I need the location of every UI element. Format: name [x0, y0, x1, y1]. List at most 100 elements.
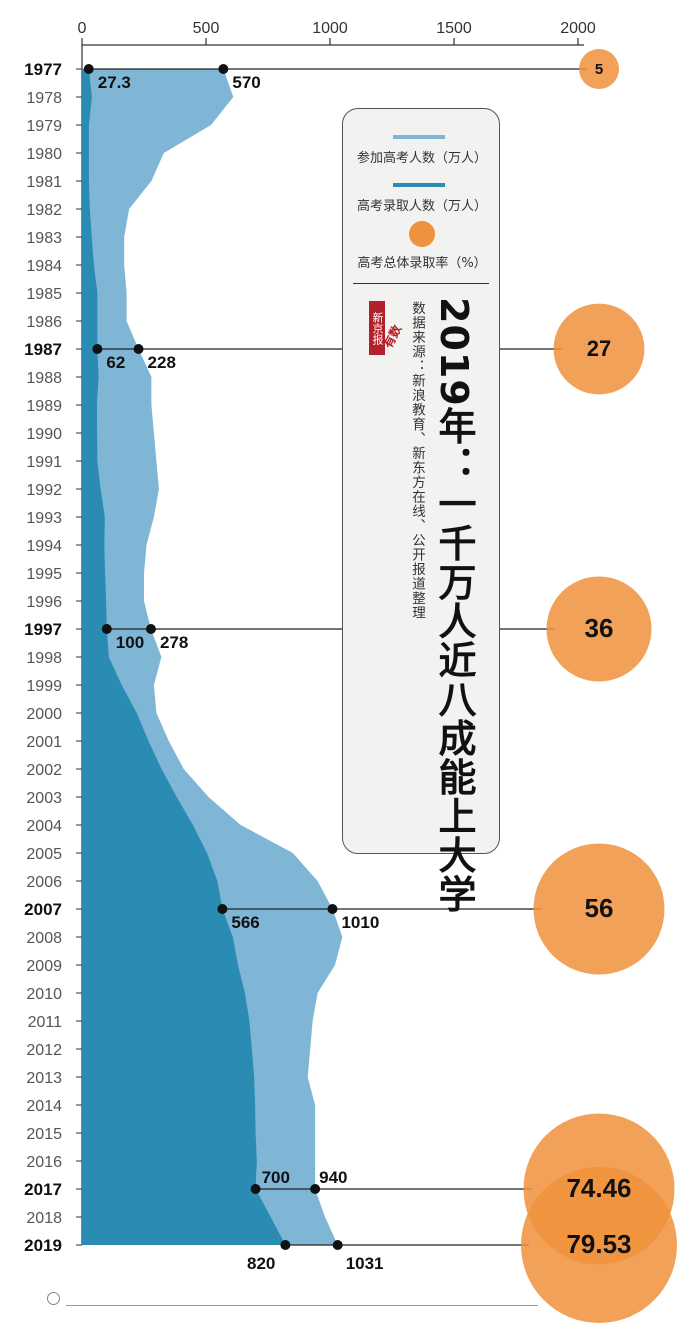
point-enrolled — [83, 64, 94, 74]
label-applicants: 940 — [319, 1168, 347, 1187]
year-label: 1980 — [26, 146, 62, 163]
year-label: 1986 — [26, 314, 62, 331]
year-label: 2014 — [26, 1098, 62, 1115]
year-label: 1983 — [26, 230, 62, 247]
rate-label: 74.46 — [566, 1173, 631, 1203]
label-applicants: 570 — [232, 73, 260, 92]
year-label: 1978 — [26, 90, 62, 107]
year-label: 2016 — [26, 1154, 62, 1171]
point-applicants — [327, 904, 338, 914]
legend-swatch-enrolled — [393, 183, 445, 187]
source-note: 数据来源：新浪教育、新东方在线、公开报道整理 — [409, 301, 425, 620]
rate-bubbles: 5 27 36 56 74.46 79.53 — [521, 49, 677, 1323]
legend-label-rate: 高考总体录取率（%） — [357, 256, 487, 271]
year-label: 2010 — [26, 986, 62, 1003]
point-applicants — [133, 344, 144, 354]
area-enrolled — [82, 69, 286, 1245]
label-enrolled: 566 — [231, 913, 259, 932]
legend-item-enrolled: 高考录取人数（万人） — [343, 195, 501, 215]
year-label: 2001 — [26, 734, 62, 751]
rate-label: 79.53 — [566, 1229, 631, 1259]
point-enrolled — [217, 904, 228, 914]
year-label: 2009 — [26, 958, 62, 975]
year-label: 2004 — [26, 818, 62, 835]
year-label: 2000 — [26, 706, 62, 723]
x-tick-label: 2000 — [560, 20, 596, 37]
year-label: 2006 — [26, 874, 62, 891]
rate-label: 27 — [587, 336, 611, 361]
year-label: 2019 — [24, 1236, 62, 1255]
publisher-logo: 新京报 有数 — [369, 301, 404, 355]
label-enrolled: 27.3 — [98, 73, 131, 92]
year-label: 1985 — [26, 286, 62, 303]
year-label: 2008 — [26, 930, 62, 947]
footer-circle-icon — [47, 1292, 60, 1305]
logo-mark: 新京报 — [369, 301, 385, 355]
rate-bubble — [579, 49, 619, 89]
year-axis: 1977 1978 1979 1980 1981 1982 1983 1984 1985 1986… — [24, 60, 82, 1255]
legend-divider — [353, 283, 489, 284]
point-applicants — [332, 1240, 343, 1250]
label-enrolled: 820 — [247, 1254, 275, 1273]
year-label: 2005 — [26, 846, 62, 863]
footer-rule — [66, 1305, 538, 1306]
rate-label: 36 — [585, 613, 614, 643]
rate-bubble — [521, 1167, 677, 1323]
year-label: 1977 — [24, 60, 62, 79]
point-enrolled — [250, 1184, 261, 1194]
rate-bubble — [533, 843, 665, 975]
year-label: 1993 — [26, 510, 62, 527]
legend-swatch-applicants — [393, 135, 445, 139]
x-tick-label: 500 — [193, 20, 220, 37]
rate-label: 5 — [595, 61, 603, 78]
year-label: 1989 — [26, 398, 62, 415]
year-label: 1990 — [26, 426, 62, 443]
year-label: 2002 — [26, 762, 62, 779]
legend-panel: 参加高考人数（万人） 高考录取人数（万人） 高考总体录取率（%） 2019年：一… — [342, 108, 501, 914]
year-label: 1992 — [26, 482, 62, 499]
legend-item-rate: 高考总体录取率（%） — [343, 252, 501, 272]
chart-title: 2019年：一千万人近八成能上大学 — [432, 297, 476, 914]
label-applicants: 1010 — [341, 913, 379, 932]
year-label: 2012 — [26, 1042, 62, 1059]
year-label: 1996 — [26, 594, 62, 611]
label-applicants: 278 — [160, 633, 188, 652]
label-enrolled: 100 — [116, 633, 144, 652]
year-label: 1994 — [26, 538, 62, 555]
point-applicants — [310, 1184, 321, 1194]
year-label: 1995 — [26, 566, 62, 583]
point-enrolled — [92, 344, 103, 354]
label-enrolled: 700 — [262, 1168, 290, 1187]
year-label: 1981 — [26, 174, 62, 191]
rate-label: 56 — [585, 893, 614, 923]
point-enrolled — [280, 1240, 291, 1250]
year-label: 1988 — [26, 370, 62, 387]
year-label: 1991 — [26, 454, 62, 471]
year-label: 2003 — [26, 790, 62, 807]
x-tick-label: 1500 — [436, 20, 472, 37]
point-applicants — [145, 624, 156, 634]
legend-label-applicants: 参加高考人数（万人） — [356, 151, 487, 166]
legend-swatch-rate — [409, 221, 435, 247]
legend-item-applicants: 参加高考人数（万人） — [343, 147, 501, 167]
year-label: 2013 — [26, 1070, 62, 1087]
year-label: 1982 — [26, 202, 62, 219]
legend-label-enrolled: 高考录取人数（万人） — [356, 199, 487, 214]
year-label: 2018 — [26, 1210, 62, 1227]
label-applicants: 228 — [148, 353, 176, 372]
x-tick-label: 1000 — [312, 20, 348, 37]
rate-bubble — [553, 303, 645, 395]
x-axis-ticks: 0 500 1000 1500 2000 — [78, 20, 596, 37]
year-label: 1987 — [24, 340, 62, 359]
data-points: 27.3 570 62 228 100 278 566 1010 700 940 820 1031 — [83, 64, 384, 1273]
point-applicants — [218, 64, 229, 74]
point-enrolled — [101, 624, 112, 634]
rate-bubble — [546, 576, 652, 682]
year-label: 1979 — [26, 118, 62, 135]
year-label: 2015 — [26, 1126, 62, 1143]
x-tick-label: 0 — [78, 20, 87, 37]
year-label: 1999 — [26, 678, 62, 695]
area-series — [82, 69, 343, 1245]
year-label: 2011 — [28, 1014, 63, 1031]
